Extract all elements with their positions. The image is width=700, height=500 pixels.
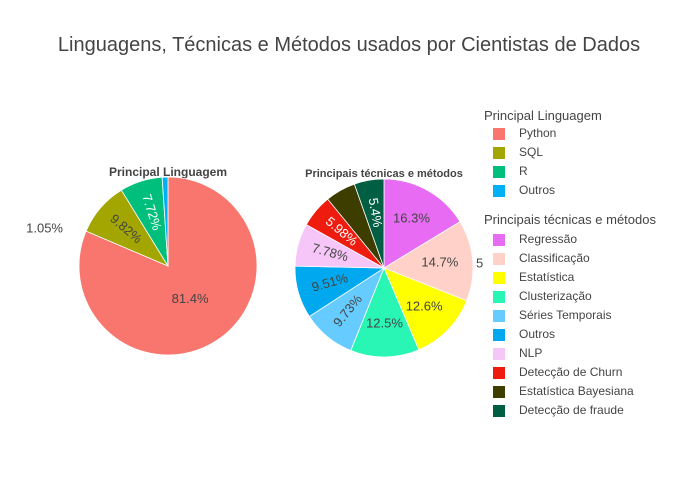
legend-item-estatistica[interactable]: Estatística bbox=[519, 270, 575, 284]
pie-slice-outros[interactable] bbox=[161, 176, 169, 267]
pie-slice-regressao[interactable] bbox=[383, 178, 461, 269]
chart-title: Linguagens, Técnicas e Métodos usados po… bbox=[58, 34, 640, 56]
slice-label-estatistica-bayesiana: 5 bbox=[476, 255, 483, 270]
pie-chart-principais-tecnicas: 16.3%14.7%12.6%12.5%9.73%9.51%7.78%5.98%… bbox=[294, 178, 483, 358]
slice-label-classificacao: 14.7% bbox=[421, 255, 458, 270]
pie-slice-estatistica[interactable] bbox=[383, 267, 468, 351]
slice-label-estatistica: 12.6% bbox=[406, 299, 443, 314]
slice-label-outros: 1.05% bbox=[26, 220, 63, 235]
legend-item-estatistica-bayesiana[interactable]: Estatística Bayesiana bbox=[519, 384, 634, 398]
pie-chart-principal-linguagem: 81.4%9.82%7.72%1.05% bbox=[26, 176, 258, 356]
slice-label-clusterizacao: 12.5% bbox=[366, 316, 403, 331]
pie-slice-clusterizacao[interactable] bbox=[350, 266, 420, 358]
legend-swatch-sql bbox=[493, 147, 505, 159]
legend-item-nlp[interactable]: NLP bbox=[519, 346, 542, 360]
pie-slice-classificacao[interactable] bbox=[383, 221, 474, 302]
slice-label-deteccao-de-fraude: 5.4% bbox=[366, 197, 386, 229]
slice-label-python: 81.4% bbox=[172, 291, 209, 306]
slice-label-regressao: 16.3% bbox=[393, 211, 430, 226]
legend-item-series-temporais[interactable]: Séries Temporais bbox=[519, 308, 611, 322]
legend-item-deteccao-de-fraude[interactable]: Detecção de fraude bbox=[519, 403, 624, 417]
legend-swatch-python bbox=[493, 128, 505, 140]
legend-swatch-r bbox=[493, 166, 505, 178]
legend-2-title: Principais técnicas e métodos bbox=[484, 212, 656, 227]
legend-item-r[interactable]: R bbox=[519, 164, 528, 178]
legend-item-regressao[interactable]: Regressão bbox=[519, 232, 577, 246]
legend-principal-linguagem: Python SQL R Outros bbox=[493, 126, 556, 197]
pie-1-title: Principal Linguagem bbox=[109, 165, 227, 179]
legend-swatch-clusterizacao bbox=[493, 291, 505, 303]
legend-principais-tecnicas: Regressão Classificação Estatística Cluster… bbox=[493, 232, 634, 417]
legend-item-outros[interactable]: Outros bbox=[519, 183, 555, 197]
legend-item-python[interactable]: Python bbox=[519, 126, 556, 140]
legend-1-title: Principal Linguagem bbox=[484, 108, 602, 123]
legend-swatch-classificacao bbox=[493, 253, 505, 265]
legend-item-outros[interactable]: Outros bbox=[519, 327, 555, 341]
pie-slice-deteccao-de-fraude[interactable] bbox=[353, 178, 385, 269]
legend-swatch-deteccao-de-churn bbox=[493, 367, 505, 379]
legend-swatch-estatistica bbox=[493, 272, 505, 284]
legend-swatch-series-temporais bbox=[493, 310, 505, 322]
legend-swatch-outros bbox=[493, 329, 505, 341]
legend-swatch-deteccao-de-fraude bbox=[493, 405, 505, 417]
legend-swatch-outros bbox=[493, 185, 505, 197]
legend-item-deteccao-de-churn[interactable]: Detecção de Churn bbox=[519, 365, 622, 379]
legend-swatch-nlp bbox=[493, 348, 505, 360]
legend-swatch-estatistica-bayesiana bbox=[493, 386, 505, 398]
legend-item-clusterizacao[interactable]: Clusterização bbox=[519, 289, 592, 303]
legend-swatch-regressao bbox=[493, 234, 505, 246]
legend-item-sql[interactable]: SQL bbox=[519, 145, 543, 159]
pie-2-title: Principais técnicas e métodos bbox=[305, 168, 463, 180]
legend-item-classificacao[interactable]: Classificação bbox=[519, 251, 590, 265]
